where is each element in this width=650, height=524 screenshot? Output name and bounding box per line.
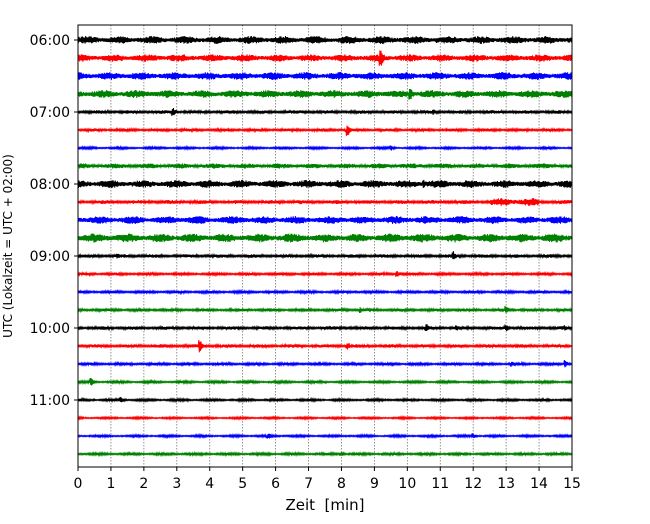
trace-0600 (77, 35, 573, 44)
y-tick-label: 06:00 (30, 33, 70, 49)
trace-0915 (77, 270, 573, 278)
trace-1045 (77, 377, 573, 386)
trace-0730 (77, 144, 573, 152)
trace-0715 (77, 125, 573, 136)
plot-frame (77, 24, 573, 468)
y-tick-label: 11:00 (30, 393, 70, 409)
trace-0900 (77, 251, 573, 260)
x-tick-label: 10 (398, 476, 416, 492)
trace-1030 (77, 359, 573, 368)
trace-0845 (77, 233, 573, 243)
y-tick-label: 09:00 (30, 249, 70, 265)
x-tick-label: 11 (431, 476, 449, 492)
seismogram-traces (77, 35, 573, 458)
trace-0945 (77, 305, 573, 314)
x-tick-label: 0 (74, 476, 83, 492)
trace-0700 (77, 107, 573, 116)
y-tick-label: 07:00 (30, 105, 70, 121)
y-axis-label: UTC (Lokalzeit = UTC + 02:00) (1, 154, 15, 338)
x-tick-label: 1 (106, 476, 115, 492)
trace-0615 (77, 50, 573, 66)
x-tick-label: 12 (464, 476, 482, 492)
x-tick-label: 13 (497, 476, 515, 492)
trace-1145 (77, 450, 573, 458)
trace-0645 (77, 88, 573, 100)
trace-0815 (77, 198, 573, 206)
x-tick-label: 7 (304, 476, 313, 492)
x-tick-label: 8 (337, 476, 346, 492)
trace-1100 (77, 396, 573, 404)
y-axis: 06:00 07:00 08:00 09:00 10:00 11:00 (30, 33, 78, 409)
y-tick-label: 08:00 (30, 177, 70, 193)
x-tick-label: 9 (370, 476, 379, 492)
x-tick-label: 5 (238, 476, 247, 492)
x-tick-label: 14 (530, 476, 548, 492)
trace-0745 (77, 162, 573, 170)
trace-1130 (77, 432, 573, 440)
x-tick-label: 6 (271, 476, 280, 492)
trace-0630 (77, 72, 573, 81)
x-tick-label: 4 (205, 476, 214, 492)
x-axis: 0 1 2 3 4 5 6 7 8 9 10 11 12 13 14 15 (74, 467, 581, 492)
x-tick-label: 2 (139, 476, 148, 492)
x-axis-label: Zeit [min] (285, 496, 364, 514)
trace-1000 (77, 324, 573, 332)
x-tick-label: 15 (563, 476, 581, 492)
trace-0800 (77, 179, 573, 188)
y-tick-label: 10:00 (30, 321, 70, 337)
trace-1115 (77, 414, 573, 421)
trace-0930 (77, 288, 573, 296)
trace-1015 (77, 339, 573, 353)
trace-0830 (77, 215, 573, 224)
x-tick-label: 3 (172, 476, 181, 492)
